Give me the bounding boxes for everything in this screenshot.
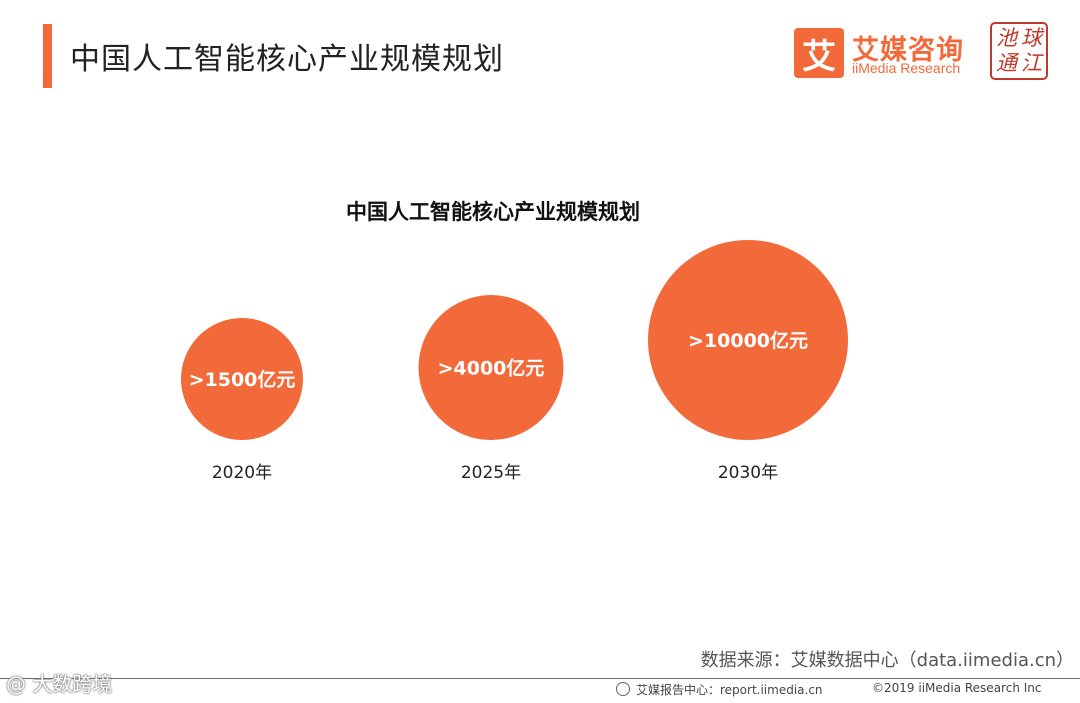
bubble-2030年 [648, 240, 848, 440]
bubble-2025年 [418, 295, 564, 440]
seal-char: 江 [1021, 51, 1042, 75]
footer-divider [0, 678, 1080, 679]
category-label: 2020年 [212, 463, 272, 483]
bubble-value-label: >4000亿元 [438, 357, 545, 380]
brand-name-en: iiMedia Research [852, 60, 961, 76]
category-label: 2025年 [461, 463, 521, 483]
seal-stamp-icon: 池 球 通 江 [990, 22, 1048, 80]
bubble-value-label: >10000亿元 [688, 329, 808, 352]
bubble-value-label: >1500亿元 [189, 368, 296, 391]
category-label: 2030年 [718, 463, 778, 483]
title-accent-bar [43, 24, 52, 88]
brand-name-cn: 艾媒咨询 [852, 35, 964, 66]
seal-char: 池 [996, 26, 1017, 50]
footer-copyright: ©2019 iiMedia Research Inc [872, 681, 1042, 695]
footer-report-link[interactable]: 艾媒报告中心：report.iimedia.cn [636, 683, 823, 697]
data-source: 数据来源：艾媒数据中心（data.iimedia.cn） [700, 650, 1074, 671]
bubble-2020年 [181, 318, 303, 440]
watermark: @ 大数跨境 [6, 672, 113, 696]
seal-char: 通 [996, 51, 1017, 75]
chart-title: 中国人工智能核心产业规模规划 [346, 200, 640, 224]
page-title: 中国人工智能核心产业规模规划 [70, 42, 504, 77]
globe-icon [616, 682, 630, 696]
brand-mark-icon: 艾 [794, 28, 844, 78]
seal-char: 球 [1021, 26, 1042, 50]
